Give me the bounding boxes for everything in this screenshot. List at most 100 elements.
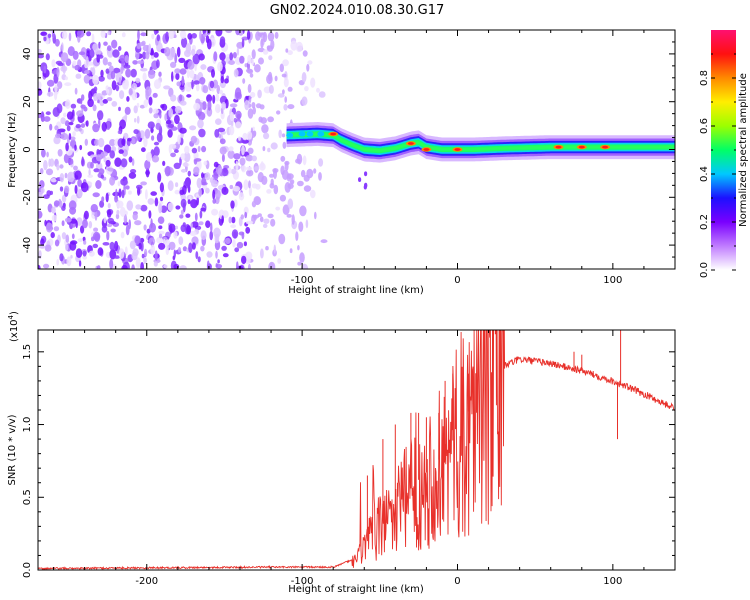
noise-speck	[38, 49, 42, 54]
noise-speck	[245, 220, 254, 225]
noise-speck	[205, 220, 211, 228]
noise-speck	[228, 125, 235, 136]
snr-x-tick-label: 0	[454, 576, 460, 587]
noise-speck	[109, 241, 115, 251]
noise-speck	[318, 158, 324, 167]
noise-speck	[136, 184, 143, 190]
noise-speck	[212, 79, 219, 89]
noise-speck	[130, 68, 137, 78]
noise-speck	[86, 50, 90, 58]
hot-spot	[602, 145, 609, 149]
hot-spot	[423, 148, 430, 151]
noise-speck	[136, 60, 145, 65]
noise-speck	[109, 150, 115, 159]
noise-speck	[238, 192, 245, 201]
noise-speck	[265, 246, 269, 251]
noise-speck	[147, 69, 156, 79]
noise-speck	[225, 30, 233, 34]
noise-speck	[93, 227, 99, 232]
noise-speck	[206, 107, 213, 117]
noise-speck	[78, 51, 86, 56]
noise-speck	[125, 68, 132, 78]
noise-speck	[224, 237, 231, 245]
noise-speck	[43, 160, 48, 171]
noise-speck	[248, 180, 251, 189]
noise-speck	[274, 75, 278, 82]
noise-speck	[230, 224, 237, 229]
noise-speck	[102, 242, 110, 246]
noise-speck	[154, 250, 158, 261]
noise-speck	[84, 138, 89, 146]
noise-speck	[260, 38, 264, 49]
noise-speck	[109, 139, 116, 147]
noise-speck	[175, 182, 179, 188]
noise-speck	[98, 168, 105, 175]
noise-speck	[97, 247, 104, 256]
noise-speck	[109, 258, 114, 269]
noise-speck	[94, 139, 99, 146]
noise-speck	[122, 80, 129, 90]
noise-speck	[145, 167, 150, 178]
snr-x-tick-label: 100	[603, 576, 622, 587]
noise-speck	[306, 63, 310, 72]
noise-speck	[290, 40, 298, 51]
noise-speck	[168, 144, 172, 154]
colorbar-tick-label: 0.2	[699, 214, 710, 230]
noise-speck	[162, 160, 166, 166]
noise-speck	[120, 158, 128, 168]
noise-speck	[106, 157, 112, 161]
noise-speck	[68, 121, 74, 126]
noise-speck	[248, 95, 252, 104]
spectrogram-y-tick-label: 20	[22, 95, 33, 108]
hot-spot	[330, 132, 337, 136]
noise-speck	[179, 68, 187, 75]
noise-speck	[40, 187, 45, 194]
noise-speck	[118, 106, 121, 112]
spectrogram-y-axis-label: Frequency (Hz)	[7, 112, 18, 188]
noise-speck	[152, 108, 159, 115]
noise-speck	[153, 113, 159, 119]
noise-speck	[205, 187, 210, 194]
noise-speck	[245, 226, 251, 234]
noise-speck	[112, 49, 120, 58]
noise-speck	[74, 184, 78, 194]
noise-speck	[60, 133, 69, 140]
noise-speck	[130, 169, 137, 174]
noise-speck	[291, 214, 295, 225]
noise-speck	[181, 75, 185, 87]
noise-speck	[50, 232, 55, 239]
noise-speck	[67, 172, 72, 179]
noise-speck	[180, 153, 186, 161]
noise-speck	[139, 104, 145, 109]
noise-speck	[270, 218, 276, 227]
noise-speck	[105, 68, 110, 74]
noise-speck	[146, 152, 152, 162]
noise-speck	[54, 239, 60, 247]
noise-speck	[167, 180, 174, 191]
noise-speck	[97, 137, 105, 148]
noise-speck	[120, 231, 125, 239]
spectrogram-y-tick-label: 0	[22, 146, 33, 152]
noise-speck	[277, 258, 282, 264]
noise-speck	[257, 89, 262, 99]
noise-speck	[174, 149, 179, 154]
noise-speck	[100, 30, 106, 38]
noise-speck	[64, 217, 72, 223]
noise-speck	[173, 162, 181, 169]
noise-speck	[184, 145, 190, 154]
noise-speck	[103, 216, 107, 224]
noise-speck	[107, 217, 115, 224]
noise-speck	[59, 186, 64, 192]
noise-speck	[301, 72, 307, 83]
noise-speck	[114, 240, 119, 252]
snr-series	[38, 330, 675, 570]
noise-speck	[235, 160, 239, 172]
noise-speck	[157, 216, 165, 224]
noise-speck	[201, 145, 207, 153]
noise-speck	[201, 177, 207, 186]
noise-speck	[235, 121, 242, 129]
noise-speck	[77, 179, 82, 187]
noise-speck	[145, 51, 150, 60]
noise-speck	[43, 36, 47, 42]
